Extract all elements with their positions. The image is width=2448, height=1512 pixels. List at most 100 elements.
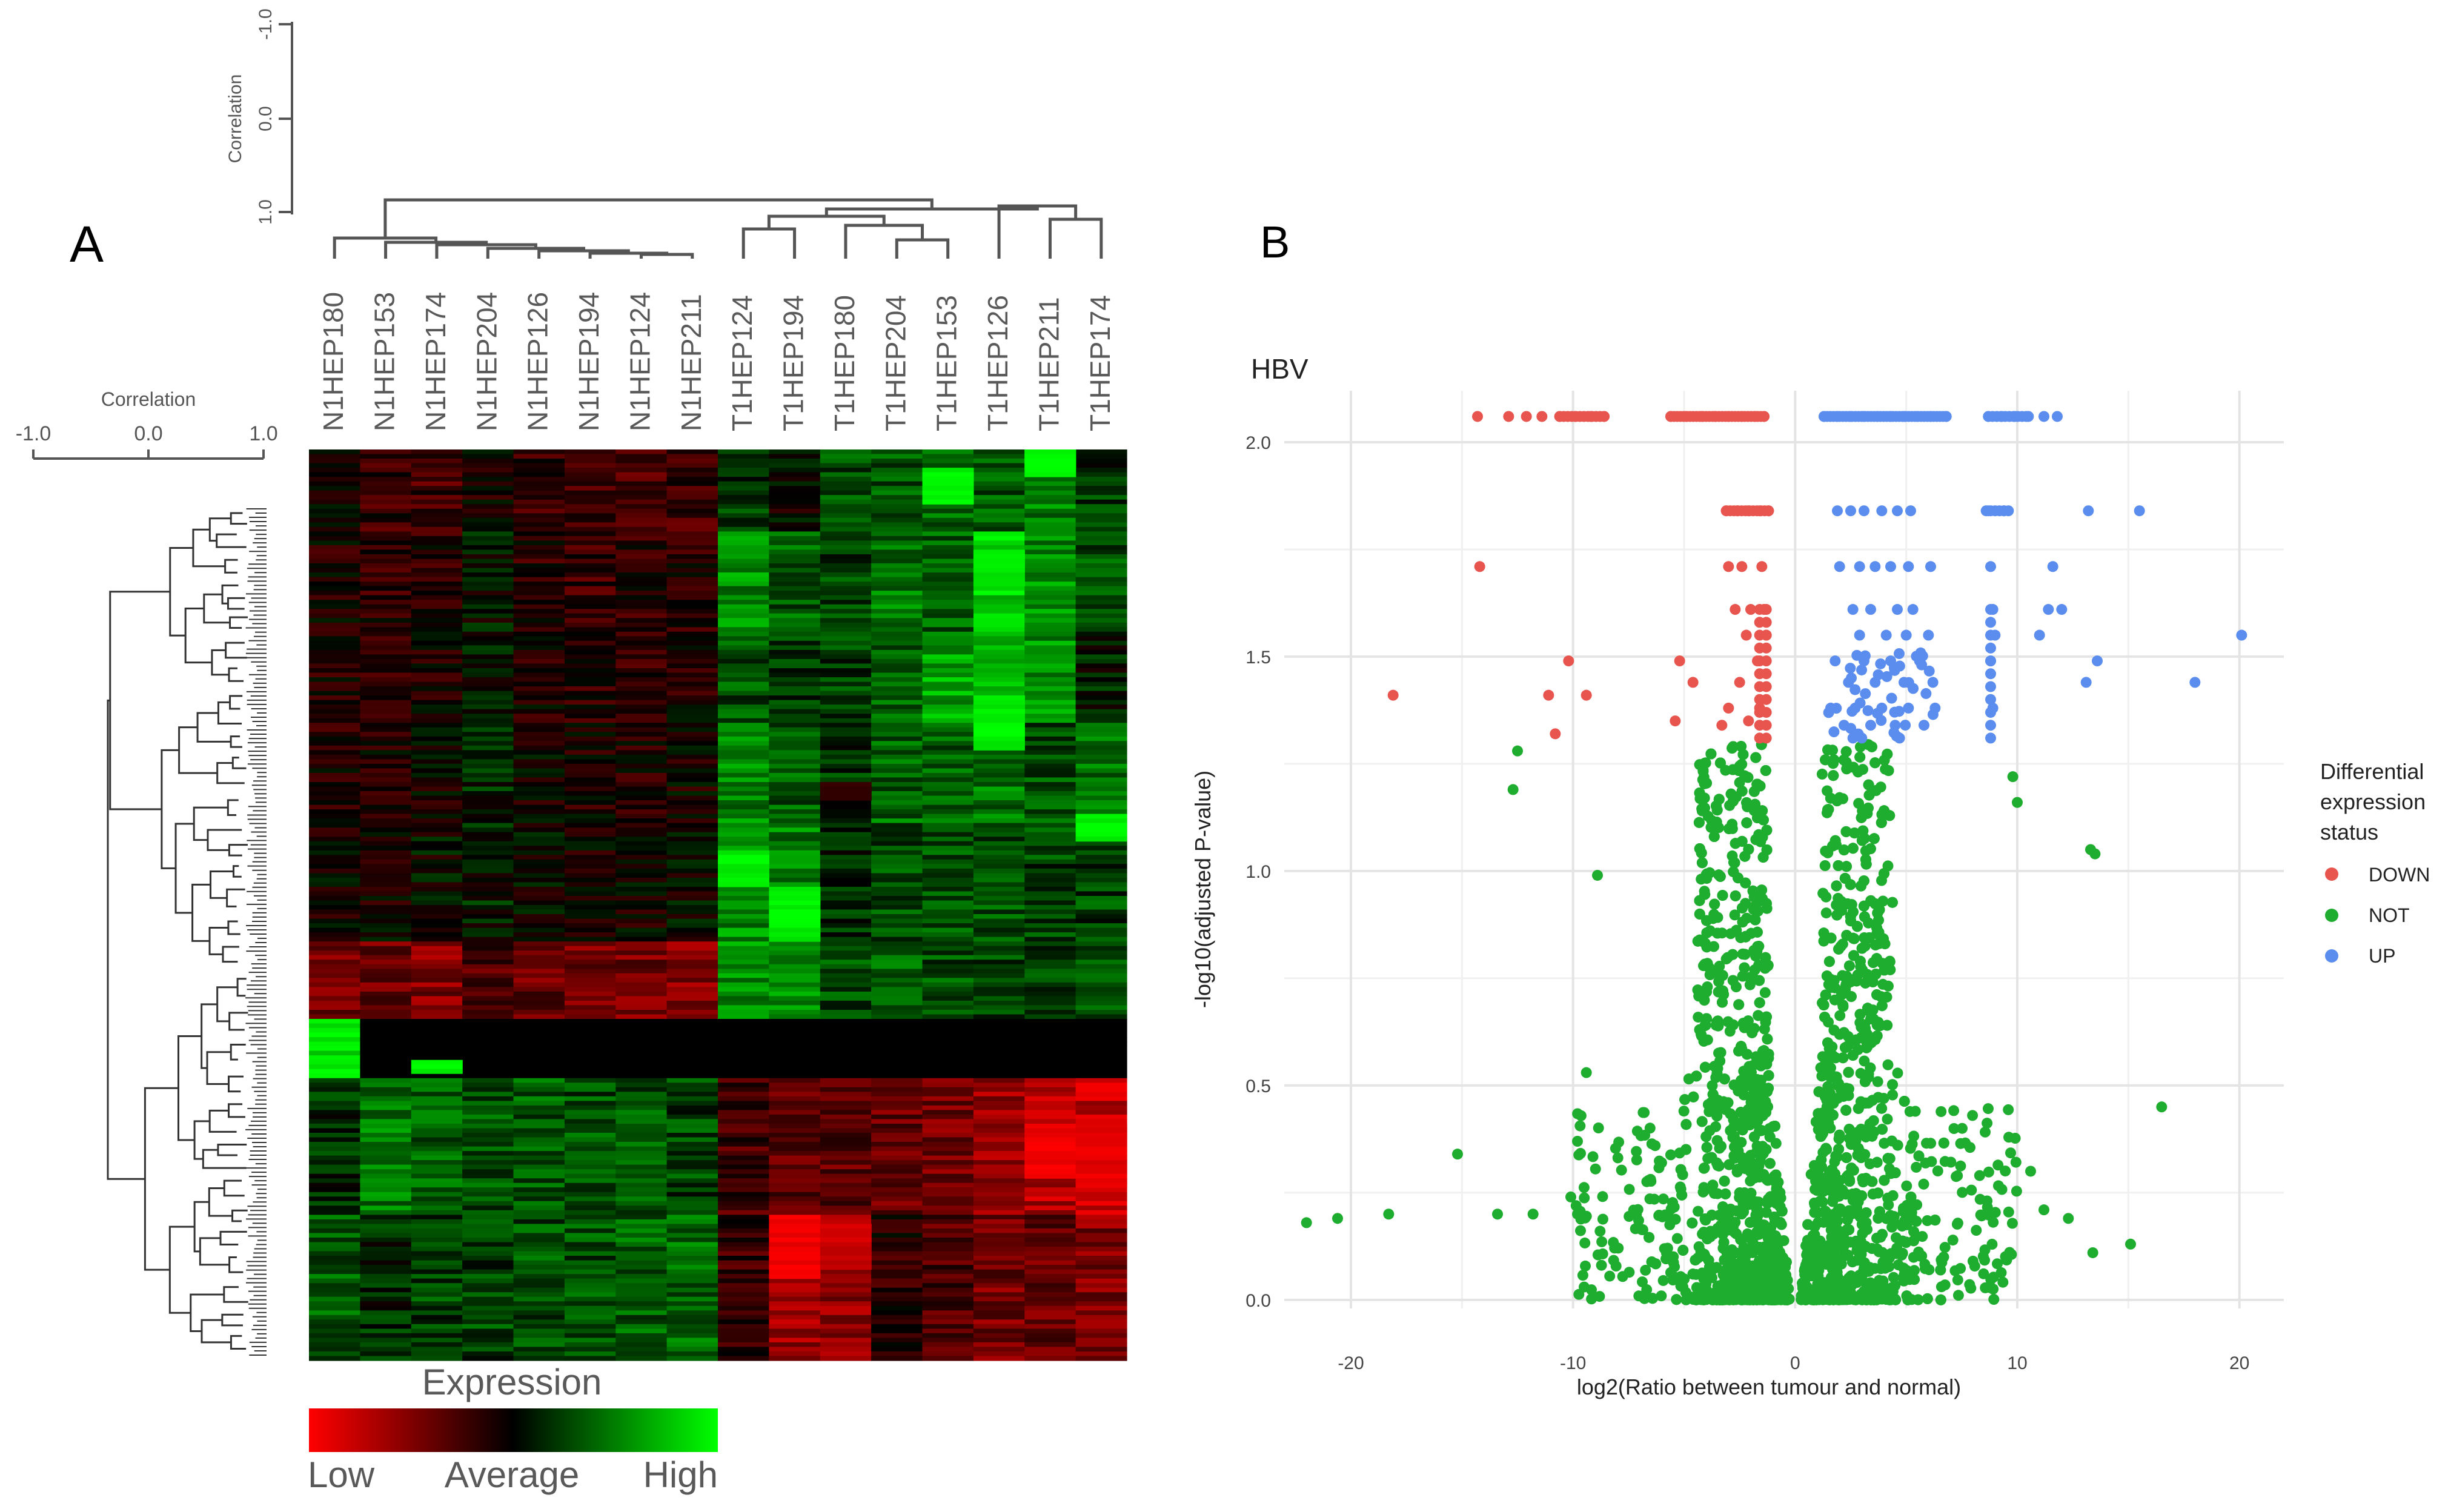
heatmap-cell bbox=[820, 604, 872, 609]
heatmap-cell bbox=[769, 463, 821, 468]
heatmap-cell bbox=[718, 695, 769, 701]
heatmap-cell bbox=[769, 709, 821, 714]
heatmap-cell bbox=[1024, 486, 1076, 491]
heatmap-cell bbox=[1024, 495, 1076, 500]
heatmap-cell bbox=[462, 604, 514, 609]
heatmap-cell bbox=[462, 850, 514, 855]
heatmap-cell bbox=[462, 563, 514, 569]
heatmap-cell bbox=[718, 1205, 769, 1211]
heatmap-cell bbox=[615, 1196, 668, 1202]
heatmap-cell bbox=[309, 1014, 360, 1020]
heatmap-cell bbox=[718, 1233, 769, 1238]
dendrogram-link bbox=[216, 986, 238, 1023]
heatmap-cell bbox=[309, 814, 360, 819]
heatmap-cell bbox=[309, 486, 360, 491]
heatmap-cell bbox=[666, 1338, 718, 1343]
heatmap-cell bbox=[871, 1055, 923, 1061]
heatmap-cell bbox=[973, 1192, 1025, 1197]
heatmap-cell bbox=[411, 1265, 463, 1270]
heatmap-cell bbox=[615, 941, 668, 947]
heatmap-cell bbox=[411, 1114, 463, 1119]
heatmap-cell bbox=[309, 960, 360, 965]
heatmap-cell bbox=[1024, 613, 1076, 618]
heatmap-cell bbox=[615, 777, 668, 783]
heatmap-cell bbox=[922, 686, 974, 692]
heatmap-cell bbox=[1024, 1023, 1076, 1029]
heatmap-cell bbox=[462, 768, 514, 774]
heatmap-cell bbox=[615, 1301, 668, 1307]
heatmap-cell bbox=[411, 763, 463, 769]
heatmap-cell bbox=[615, 1187, 668, 1193]
heatmap-cell bbox=[615, 1064, 668, 1070]
heatmap-cell bbox=[871, 1301, 923, 1307]
heatmap-cell bbox=[513, 1338, 565, 1343]
heatmap-cell bbox=[666, 1351, 718, 1357]
heatmap-cell bbox=[309, 1310, 360, 1316]
heatmap-cell bbox=[462, 987, 514, 992]
heatmap-cell bbox=[820, 1010, 872, 1015]
heatmap-cell bbox=[922, 864, 974, 869]
heatmap-cell bbox=[564, 946, 616, 951]
heatmap-cell bbox=[718, 804, 769, 810]
heatmap-cell bbox=[1024, 736, 1076, 741]
heatmap-cell bbox=[1075, 1142, 1127, 1147]
heatmap-cell bbox=[718, 1238, 769, 1243]
heatmap-cell bbox=[360, 1064, 412, 1070]
heatmap-cell bbox=[1075, 577, 1127, 582]
heatmap-cell bbox=[309, 499, 360, 505]
heatmap-cell bbox=[411, 1278, 463, 1284]
heatmap-cell bbox=[309, 1064, 360, 1070]
heatmap-cell bbox=[462, 1014, 514, 1020]
heatmap-cell bbox=[769, 896, 821, 901]
heatmap-cell bbox=[1024, 873, 1076, 878]
heatmap-cell bbox=[871, 763, 923, 769]
heatmap-cell bbox=[1024, 609, 1076, 614]
heatmap-cell bbox=[462, 1319, 514, 1325]
heatmap-cell bbox=[973, 495, 1025, 500]
heatmap-cell bbox=[718, 627, 769, 632]
heatmap-cell bbox=[666, 627, 718, 632]
heatmap-cell bbox=[360, 714, 412, 719]
heatmap-cell bbox=[615, 937, 668, 942]
heatmap-cell bbox=[973, 855, 1025, 860]
dendrogram-link bbox=[228, 1075, 244, 1093]
heatmap-cell bbox=[360, 1046, 412, 1052]
heatmap-cell bbox=[973, 1328, 1025, 1334]
heatmap-cell bbox=[513, 782, 565, 788]
sample-label: T1HEP194 bbox=[778, 295, 809, 431]
dendrogram-link bbox=[227, 799, 239, 816]
heatmap-cell bbox=[973, 1137, 1025, 1142]
heatmap-cell bbox=[513, 1110, 565, 1115]
heatmap-cell bbox=[666, 841, 718, 846]
heatmap-cell bbox=[666, 1046, 718, 1052]
heatmap-cell bbox=[973, 463, 1025, 468]
dendrogram-link bbox=[767, 214, 886, 229]
heatmap-cell bbox=[309, 1210, 360, 1215]
heatmap-cell bbox=[462, 745, 514, 751]
heatmap-cell bbox=[564, 1178, 616, 1184]
heatmap-cell bbox=[360, 782, 412, 788]
heatmap-cell bbox=[615, 695, 668, 701]
heatmap-cell bbox=[411, 991, 463, 996]
heatmap-cell bbox=[871, 486, 923, 491]
heatmap-cell bbox=[462, 714, 514, 719]
point-not bbox=[1693, 1012, 1704, 1023]
heatmap-cell bbox=[973, 964, 1025, 969]
heatmap-cell bbox=[1024, 718, 1076, 723]
heatmap-cell bbox=[718, 1155, 769, 1161]
heatmap-cell bbox=[820, 1078, 872, 1083]
heatmap-cell bbox=[922, 554, 974, 560]
heatmap-cell bbox=[1024, 1092, 1076, 1097]
heatmap-cell bbox=[360, 545, 412, 550]
heatmap-cell bbox=[1075, 1274, 1127, 1279]
heatmap-cell bbox=[309, 709, 360, 714]
heatmap-cell bbox=[871, 741, 923, 746]
heatmap-cell bbox=[513, 1305, 565, 1311]
heatmap-cell bbox=[922, 795, 974, 801]
dendrogram-link bbox=[229, 616, 248, 629]
heatmap-cell bbox=[922, 1265, 974, 1270]
heatmap-cell bbox=[871, 786, 923, 792]
heatmap-cell bbox=[769, 486, 821, 491]
heatmap-cell bbox=[615, 545, 668, 550]
heatmap-cell bbox=[718, 818, 769, 824]
